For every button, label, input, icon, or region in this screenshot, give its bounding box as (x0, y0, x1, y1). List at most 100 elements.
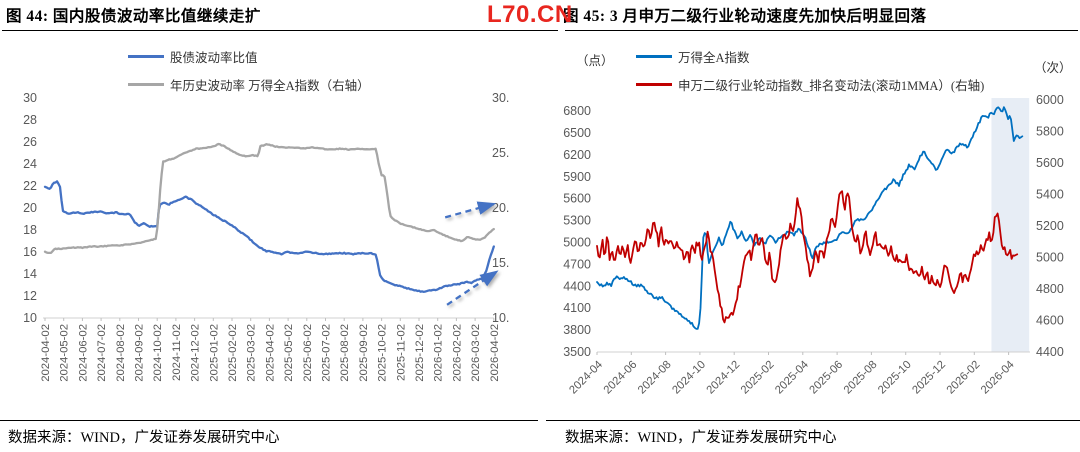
svg-text:2026-01-02: 2026-01-02 (433, 324, 445, 382)
svg-text:2024-06-02: 2024-06-02 (77, 324, 89, 382)
svg-text:4100: 4100 (563, 301, 591, 315)
source-divider (546, 420, 1080, 421)
svg-text:2024-12: 2024-12 (705, 359, 743, 397)
svg-text:2025-10: 2025-10 (876, 359, 914, 397)
svg-text:10.: 10. (492, 311, 509, 325)
svg-text:20.: 20. (492, 201, 509, 215)
legend-item: 申万二级行业轮动指数_排名变动法(滚动1MMA）(右轴) (636, 75, 984, 94)
svg-text:4700: 4700 (563, 257, 591, 271)
svg-text:2024-06: 2024-06 (602, 359, 640, 397)
svg-text:2025-02: 2025-02 (739, 359, 777, 397)
svg-text:4800: 4800 (1036, 282, 1064, 296)
svg-text:2025-12: 2025-12 (910, 359, 948, 397)
svg-text:18: 18 (23, 223, 37, 237)
figure-45-title: 图 45: 3 月申万二级行业轮动速度先加快后明显回落 (563, 8, 927, 25)
svg-text:2024-11-02: 2024-11-02 (171, 324, 183, 381)
svg-text:30.: 30. (492, 91, 509, 105)
svg-text:2025-05-02: 2025-05-02 (283, 324, 295, 382)
figure-44-legend: 股债波动率比值 年历史波动率 万得全A指数（右轴） (128, 47, 370, 103)
site-watermark: L70.CN (487, 1, 573, 28)
figure-44-title: 图 44: 国内股债波动率比值继续走扩 (6, 8, 261, 25)
svg-text:2025-02-02: 2025-02-02 (227, 324, 239, 382)
line-swatch-icon (128, 55, 164, 58)
line-swatch-icon (636, 55, 672, 58)
left-axis-unit-label: （点） (576, 54, 614, 68)
svg-text:10: 10 (23, 311, 37, 325)
svg-text:5300: 5300 (563, 214, 591, 228)
svg-text:2025-10-02: 2025-10-02 (377, 324, 389, 382)
svg-text:2024-08-02: 2024-08-02 (115, 324, 127, 382)
svg-text:6800: 6800 (563, 104, 591, 118)
svg-text:2024-04: 2024-04 (567, 359, 605, 397)
svg-text:2025-01-02: 2025-01-02 (208, 324, 220, 382)
legend-label: 万得全A指数 (678, 51, 750, 65)
svg-text:5000: 5000 (563, 236, 591, 250)
svg-text:2026-04-02: 2026-04-02 (489, 324, 501, 382)
fig45-canvas: 2024-042024-062024-082024-102024-122025-… (563, 93, 1064, 397)
figure-44-title-rule (2, 30, 558, 31)
svg-text:28: 28 (23, 113, 37, 127)
svg-text:2025-03-02: 2025-03-02 (246, 324, 258, 382)
svg-text:16: 16 (23, 245, 37, 259)
svg-text:2025-04: 2025-04 (773, 359, 811, 397)
svg-text:2024-10: 2024-10 (670, 359, 708, 397)
svg-text:5400: 5400 (1036, 187, 1064, 201)
svg-text:2025-11-02: 2025-11-02 (395, 324, 407, 381)
svg-text:4400: 4400 (563, 279, 591, 293)
svg-text:2024-04-02: 2024-04-02 (40, 324, 52, 382)
svg-text:3500: 3500 (563, 345, 591, 359)
svg-text:20: 20 (23, 201, 37, 215)
svg-text:2024-12-02: 2024-12-02 (190, 324, 202, 382)
svg-text:2026-02-02: 2026-02-02 (451, 324, 463, 382)
svg-text:2024-07-02: 2024-07-02 (96, 324, 108, 382)
svg-text:2024-10-02: 2024-10-02 (152, 324, 164, 382)
svg-text:5600: 5600 (563, 192, 591, 206)
svg-text:2025-06-02: 2025-06-02 (302, 324, 314, 382)
svg-text:25.: 25. (492, 146, 509, 160)
svg-text:24: 24 (23, 157, 37, 171)
right-axis-unit-label: （次） (1034, 61, 1072, 75)
line-swatch-icon (636, 83, 672, 86)
svg-text:2024-05-02: 2024-05-02 (59, 324, 71, 382)
svg-text:2024-09-02: 2024-09-02 (134, 324, 146, 382)
line-swatch-icon (128, 83, 164, 86)
legend-label: 申万二级行业轮动指数_排名变动法(滚动1MMA）(右轴) (678, 79, 985, 93)
source-note: 数据来源：WIND，广发证券发展研究中心 (8, 430, 280, 446)
fig44-canvas: 2024-04-02 2024-05-02 2024-06-02 2024-07-02… (23, 91, 509, 382)
svg-text:2025-08-02: 2025-08-02 (339, 324, 351, 382)
svg-text:15.: 15. (492, 256, 509, 270)
figure-44-panel: 2024-04-02 2024-05-02 2024-06-02 2024-07-02… (0, 8, 558, 446)
svg-text:2025-07-02: 2025-07-02 (321, 324, 333, 382)
source-note: 数据来源：WIND，广发证券发展研究中心 (565, 430, 837, 446)
svg-text:2025-09-02: 2025-09-02 (358, 324, 370, 382)
svg-text:4600: 4600 (1036, 313, 1064, 327)
svg-text:30: 30 (23, 91, 37, 105)
svg-text:6500: 6500 (563, 126, 591, 140)
svg-text:2025-04-02: 2025-04-02 (264, 324, 276, 382)
figure-45-title-rule (565, 30, 1078, 31)
legend-label: 股债波动率比值 (170, 51, 258, 65)
svg-text:5900: 5900 (563, 170, 591, 184)
svg-text:2025-06: 2025-06 (807, 359, 845, 397)
svg-text:3800: 3800 (563, 323, 591, 337)
source-divider (0, 420, 538, 421)
svg-text:2024-08: 2024-08 (636, 359, 674, 397)
legend-item: 年历史波动率 万得全A指数（右轴） (128, 75, 370, 94)
svg-text:14: 14 (23, 267, 37, 281)
svg-text:6200: 6200 (563, 148, 591, 162)
legend-item: 万得全A指数 (636, 47, 984, 66)
svg-text:5000: 5000 (1036, 250, 1064, 264)
svg-text:26: 26 (23, 135, 37, 149)
svg-text:22: 22 (23, 179, 37, 193)
svg-text:2025-08: 2025-08 (842, 359, 880, 397)
svg-text:6000: 6000 (1036, 93, 1064, 107)
figure-45-panel: 2024-04 2024-06 2024-08 2024-10 2024-12 2025-… (540, 0, 1080, 452)
svg-text:2026-02: 2026-02 (945, 359, 983, 397)
figure-45-legend: 万得全A指数 申万二级行业轮动指数_排名变动法(滚动1MMA）(右轴) (636, 47, 984, 103)
svg-text:12: 12 (23, 289, 37, 303)
svg-text:2025-12-02: 2025-12-02 (414, 324, 426, 382)
svg-text:2026-04: 2026-04 (979, 359, 1017, 397)
svg-text:5800: 5800 (1036, 124, 1064, 138)
legend-label: 年历史波动率 万得全A指数（右轴） (170, 79, 370, 93)
